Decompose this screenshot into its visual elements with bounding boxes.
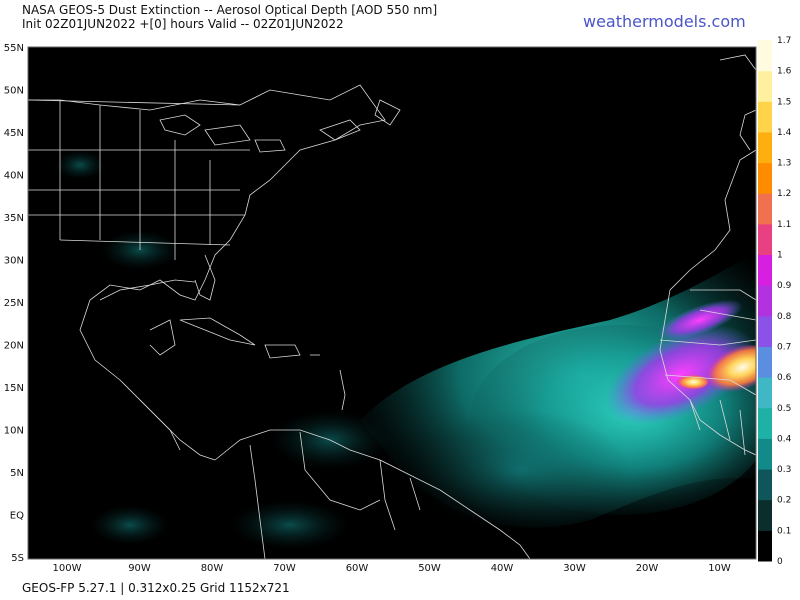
lon-label: 90W xyxy=(128,563,151,574)
colorbar-tick-label: 0.8 xyxy=(777,312,792,322)
colorbar-tick-label: 0.9 xyxy=(777,281,792,291)
colorbar-tick-label: 0.1 xyxy=(777,526,791,536)
colorbar-tick-label: 1.1 xyxy=(777,220,791,230)
colorbar-swatch xyxy=(758,346,772,378)
colorbar-tick-label: 0.3 xyxy=(777,465,791,475)
colorbar-tick-label: 1.3 xyxy=(777,159,791,169)
lon-label: 50W xyxy=(418,563,441,574)
lon-label: 10W xyxy=(708,563,731,574)
lon-label: 100W xyxy=(53,563,82,574)
colorbar-swatch xyxy=(758,101,772,133)
colorbar-swatch xyxy=(758,315,772,347)
dust-field xyxy=(55,150,756,550)
lat-label: 25N xyxy=(4,298,24,309)
colorbar-tick-label: 1.7 xyxy=(777,36,791,46)
colorbar-tick-label: 1.6 xyxy=(777,67,792,77)
lat-label: 55N xyxy=(4,43,24,54)
colorbar-swatch xyxy=(758,377,772,409)
colorbar-tick-label: 0.5 xyxy=(777,404,791,414)
map-title: NASA GEOS-5 Dust Extinction -- Aerosol O… xyxy=(22,3,437,31)
colorbar-swatch xyxy=(758,70,772,102)
colorbar-swatch xyxy=(758,193,772,225)
lat-label: 50N xyxy=(4,86,24,97)
colorbar-swatch xyxy=(758,407,772,439)
colorbar-tick-label: 1 xyxy=(777,251,783,261)
lat-label: 20N xyxy=(4,341,24,352)
colorbar-swatch xyxy=(758,499,772,531)
coastlines xyxy=(28,54,756,559)
lat-label: 30N xyxy=(4,256,24,267)
brand-logo-text[interactable]: weathermodels.com xyxy=(583,12,746,31)
latitude-axis: 55N 50N 45N 40N 35N 30N 25N 20N 15N 10N 5N EQ 5S xyxy=(4,43,24,564)
colorbar-tick-label: 0.2 xyxy=(777,496,791,506)
colorbar-swatch xyxy=(758,469,772,501)
colorbar-tick-label: 0.6 xyxy=(777,373,792,383)
colorbar-swatch xyxy=(758,131,772,164)
lat-label: 5N xyxy=(10,468,24,479)
colorbar-swatch xyxy=(758,40,772,72)
colorbar-swatch xyxy=(758,438,772,470)
colorbar-tick-label: 0 xyxy=(777,557,783,567)
map-frame xyxy=(27,46,757,560)
lon-label: 40W xyxy=(491,563,514,574)
lon-label: 20W xyxy=(636,563,659,574)
colorbar-tick-label: 1.5 xyxy=(777,97,791,107)
lon-label: 30W xyxy=(563,563,586,574)
colorbar-tick-label: 1.4 xyxy=(777,128,792,138)
lat-label: 35N xyxy=(4,213,24,224)
lat-label: 10N xyxy=(4,426,24,437)
colorbar-swatch xyxy=(758,162,772,194)
lat-label: 15N xyxy=(4,383,24,394)
lat-label: 40N xyxy=(4,171,24,182)
lon-label: 70W xyxy=(273,563,296,574)
footer-model-info: GEOS-FP 5.27.1 | 0.312x0.25 Grid 1152x72… xyxy=(22,581,290,595)
colorbar: 1.7 1.6 1.5 1.4 1.3 1.2 1.1 1 0.9 0.8 0.7 0.6 0.5 0.4… xyxy=(758,36,792,567)
colorbar-swatch xyxy=(758,530,772,562)
title-line-1: NASA GEOS-5 Dust Extinction -- Aerosol O… xyxy=(22,3,438,17)
colorbar-tick-label: 0.7 xyxy=(777,342,791,352)
colorbar-swatch xyxy=(758,223,772,256)
lat-label: 45N xyxy=(4,128,24,139)
lon-label: 60W xyxy=(346,563,369,574)
lon-label: 80W xyxy=(201,563,224,574)
longitude-axis: 100W 90W 80W 70W 60W 50W 40W 30W 20W 10W xyxy=(53,563,731,574)
colorbar-tick-label: 1.2 xyxy=(777,189,791,199)
colorbar-swatch xyxy=(758,254,772,286)
lat-label: EQ xyxy=(10,511,24,522)
colorbar-tick-label: 0.4 xyxy=(777,434,792,444)
colorbar-swatch xyxy=(758,285,772,317)
lat-label: 5S xyxy=(11,553,24,564)
title-line-2: Init 02Z01JUN2022 +[0] hours Valid -- 02… xyxy=(22,17,344,31)
